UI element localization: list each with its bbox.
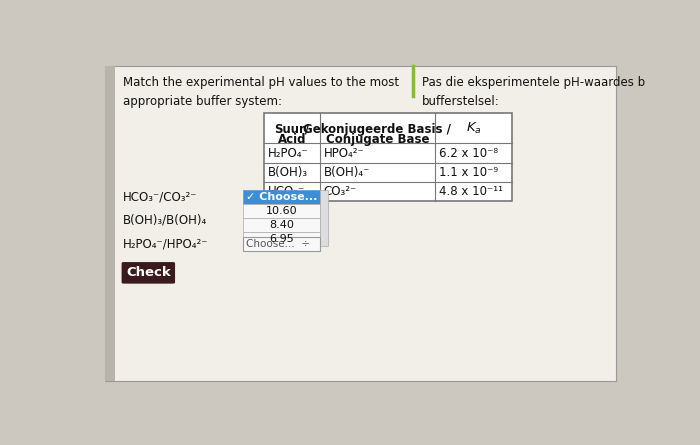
Bar	[242, 232, 320, 246]
Bar	[242, 237, 320, 251]
Text: 1.1 x 10⁻⁹: 1.1 x 10⁻⁹	[439, 166, 498, 179]
Text: HCO₃⁻: HCO₃⁻	[268, 185, 305, 198]
Text: Choose...  ÷: Choose... ÷	[246, 239, 309, 249]
Bar	[242, 190, 320, 204]
Text: CO₃²⁻: CO₃²⁻	[324, 185, 357, 198]
Bar	[242, 218, 320, 232]
Text: B(OH)₃: B(OH)₃	[268, 166, 308, 179]
Bar	[264, 113, 512, 201]
Text: ✓ Choose...: ✓ Choose...	[246, 192, 317, 202]
Text: B(OH)₃/B(OH)₄: B(OH)₃/B(OH)₄	[123, 214, 207, 227]
FancyBboxPatch shape	[122, 262, 175, 283]
Text: Check: Check	[126, 267, 171, 279]
Text: Conjugate Base: Conjugate Base	[326, 133, 429, 146]
Text: Suur/: Suur/	[274, 123, 309, 136]
Text: Gekonjugeerde Basis /: Gekonjugeerde Basis /	[303, 123, 452, 136]
Bar	[104, 66, 116, 380]
Bar	[320, 190, 328, 246]
Text: HCO₃⁻/CO₃²⁻: HCO₃⁻/CO₃²⁻	[123, 191, 197, 204]
Text: Match the experimental pH values to the most
appropriate buffer system:: Match the experimental pH values to the …	[123, 77, 399, 109]
Text: $K_a$: $K_a$	[466, 121, 482, 136]
Text: Pas die eksperimentele pH-waardes b
bufferstelsel:: Pas die eksperimentele pH-waardes b buff…	[422, 77, 645, 109]
Text: 10.60: 10.60	[265, 206, 297, 216]
Text: 8.40: 8.40	[269, 220, 294, 230]
Text: H₂PO₄⁻/HPO₄²⁻: H₂PO₄⁻/HPO₄²⁻	[123, 237, 209, 250]
Bar	[242, 204, 320, 218]
Text: HPO₄²⁻: HPO₄²⁻	[324, 146, 365, 160]
Text: Acid: Acid	[278, 133, 307, 146]
Text: 6.2 x 10⁻⁸: 6.2 x 10⁻⁸	[439, 146, 498, 160]
Text: H₂PO₄⁻: H₂PO₄⁻	[268, 146, 309, 160]
Text: 4.8 x 10⁻¹¹: 4.8 x 10⁻¹¹	[439, 185, 503, 198]
Text: B(OH)₄⁻: B(OH)₄⁻	[324, 166, 370, 179]
Text: 6.95: 6.95	[269, 234, 293, 244]
